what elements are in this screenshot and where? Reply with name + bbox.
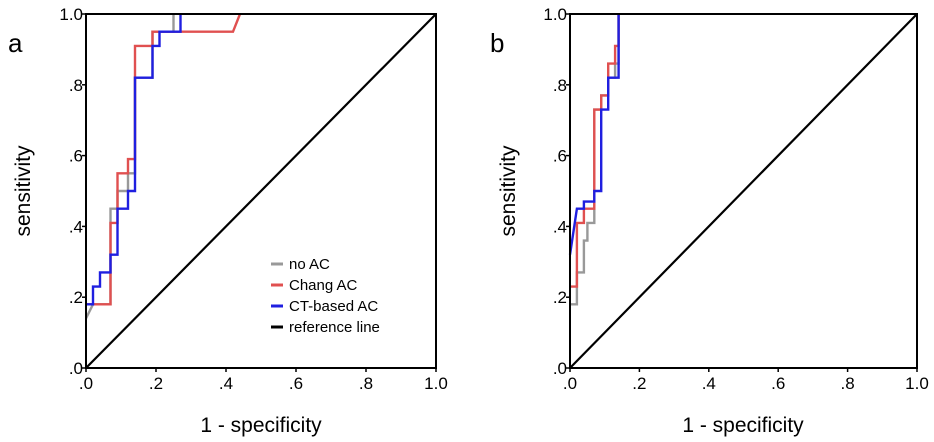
x-axis-label: 1 - specificity: [200, 414, 322, 437]
legend-label-chang-ac: Chang AC: [289, 277, 358, 294]
x-tick-label: .0: [79, 374, 93, 393]
series-line-ct-based-ac: [568, 14, 620, 255]
y-tick-label: .2: [69, 288, 83, 307]
y-tick-label: .0: [69, 359, 83, 378]
x-tick-label: .6: [771, 374, 785, 393]
x-tick-label: .6: [289, 374, 303, 393]
x-tick-label: .8: [359, 374, 373, 393]
x-tick-label: 1.0: [905, 374, 929, 393]
x-tick-label: .0: [563, 374, 577, 393]
x-tick-label: .2: [632, 374, 646, 393]
panel-letter: b: [490, 28, 504, 58]
y-tick-label: .6: [69, 147, 83, 166]
legend-label-ct-based-ac: CT-based AC: [289, 298, 378, 315]
x-axis-label: 1 - specificity: [682, 414, 804, 437]
series-line-reference-line: [85, 13, 437, 369]
y-tick-label: .8: [69, 76, 83, 95]
x-tick-label: .4: [702, 374, 716, 393]
series-line-chang-ac: [86, 13, 242, 306]
legend-label-no-ac: no AC: [289, 256, 330, 273]
x-tick-label: .8: [841, 374, 855, 393]
roc-panel-a: a .0 .2 .4 .6 .8 1.0 .0 .2 .4 .6 .8 1.0 sensitivity 1 …: [8, 5, 448, 437]
plot-frame: [85, 13, 437, 369]
y-tick-label: .6: [553, 147, 567, 166]
y-axis-label: sensitivity: [497, 145, 520, 237]
roc-panel-b: b .0 .2 .4 .6 .8 1.0 .0 .2 .4 .6 .8 1.0 sensitivity 1 …: [490, 5, 929, 437]
y-tick-label: .0: [553, 359, 567, 378]
series-line-ct-based-ac: [86, 14, 182, 306]
x-tick-label: 1.0: [424, 374, 448, 393]
x-tick-label: .2: [149, 374, 163, 393]
series-line-chang-ac: [570, 14, 620, 288]
y-tick-label: 1.0: [59, 5, 83, 24]
series-line-reference-line: [569, 13, 918, 369]
y-tick-label: .4: [553, 217, 567, 236]
panel-letter: a: [8, 28, 23, 58]
y-tick-label: .8: [553, 76, 567, 95]
y-tick-label: 1.0: [543, 5, 567, 24]
legend: no AC Chang AC CT-based AC reference line: [271, 256, 380, 336]
y-axis-label: sensitivity: [12, 145, 35, 237]
plot-frame: [569, 13, 918, 369]
x-tick-label: .4: [219, 374, 233, 393]
y-tick-label: .2: [553, 288, 567, 307]
y-tick-label: .4: [69, 217, 83, 236]
legend-label-reference-line: reference line: [289, 319, 380, 336]
